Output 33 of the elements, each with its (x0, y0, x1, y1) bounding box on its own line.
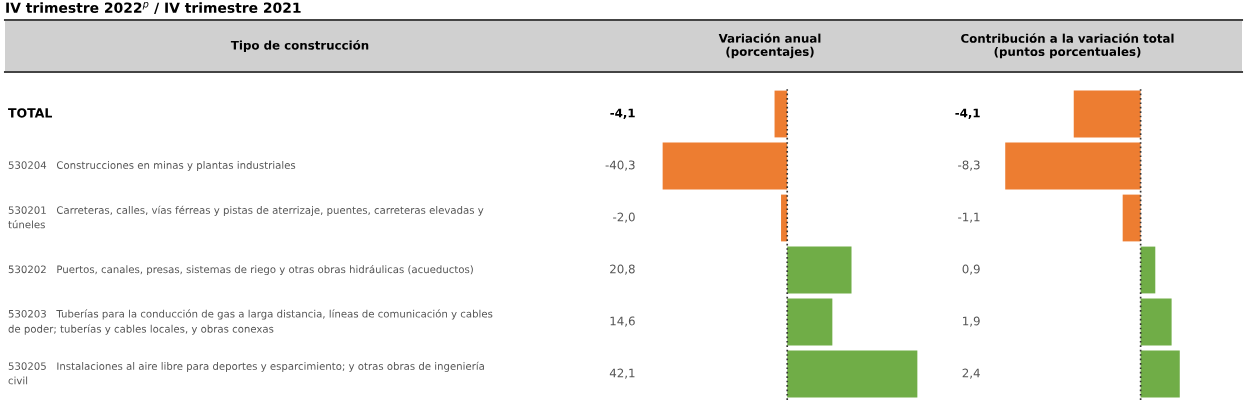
data-label: 20,8 (610, 264, 635, 275)
text: IV trimestre 2022$^{p}$ / IV trimestre 2021 (6, 2, 301, 15)
chart-subtitle: Variación anual (porcentajes) (718, 33, 821, 59)
y-tick-label: 530203 Tuberías para la conducción de gas a larga distancia, líneas de comunicación y cables de poder; tuberías y cables locales, y obras conexas (8, 309, 493, 335)
data-label: 2,4 (962, 368, 980, 379)
data-label: -8,3 (958, 160, 980, 171)
bar (1140, 246, 1156, 294)
y-tick-label: 530204 Construcciones en minas y plantas industriales (8, 161, 296, 171)
data-label: 42,1 (609, 368, 635, 379)
bar (1122, 194, 1141, 242)
bar (662, 142, 788, 190)
bar (787, 246, 852, 294)
bar (1073, 90, 1141, 138)
data-label: -4,1 (955, 108, 980, 119)
bar (787, 350, 918, 398)
data-label: -2,0 (613, 212, 635, 223)
data-label: 14,6 (610, 316, 635, 327)
bar (1140, 350, 1180, 398)
bar (774, 90, 788, 138)
bar (1005, 142, 1141, 190)
data-label: -1,1 (958, 212, 980, 223)
chart-subtitle: Contribución a la variación total (puntos porcentuales) (961, 33, 1174, 59)
y-tick-label: TOTAL (8, 108, 53, 118)
data-label: 1,9 (963, 316, 980, 327)
y-tick-label: 530201 Carreteras, calles, vías férreas y pistas de aterrizaje, puentes, carreteras elevadas y túneles (8, 205, 484, 229)
y-axis-title: Tipo de construcción (230, 40, 369, 52)
y-tick-label: 530202 Puertos, canales, presas, sistemas de riego y otras obras hidráulicas (acueductos) (8, 264, 473, 276)
bar (1140, 298, 1172, 346)
bar (787, 298, 833, 346)
y-tick-label: 530205 Instalaciones al aire libre para deportes y esparcimiento; y otras obras de ingeniería civil (8, 361, 484, 385)
data-label: 0,9 (962, 264, 980, 275)
data-label: -4,1 (610, 108, 635, 119)
data-label: -40,3 (605, 160, 635, 171)
